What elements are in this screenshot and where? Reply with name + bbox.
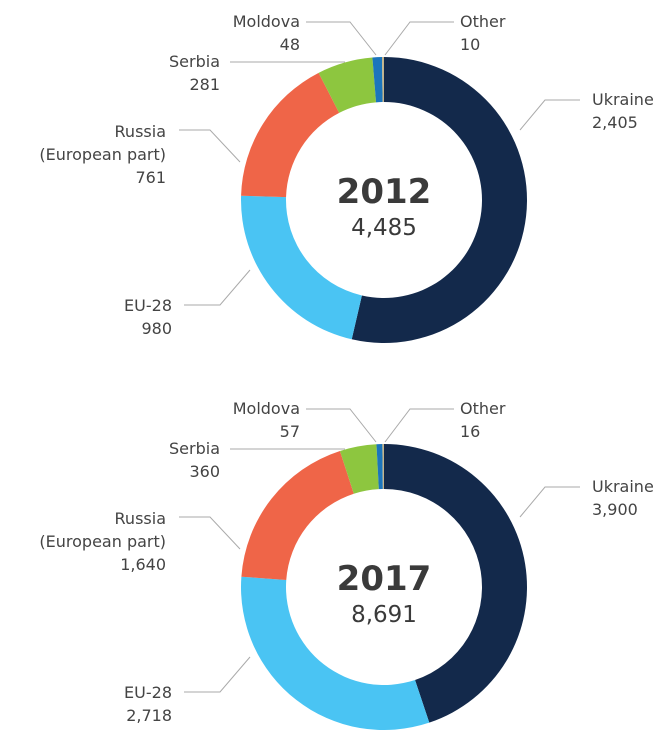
category-label: EU-28 — [124, 296, 172, 315]
center-total: 8,691 — [351, 602, 417, 628]
slice-label: Moldova 48 — [233, 10, 300, 56]
donut-slice — [351, 57, 528, 343]
category-label: Ukraine — [592, 477, 654, 496]
leader-line — [179, 516, 241, 550]
donut-slice — [376, 444, 383, 490]
slice-label: Russia (European part) 761 — [39, 120, 166, 189]
category-label: Ukraine — [592, 90, 654, 109]
donut-slice — [384, 444, 528, 723]
slice-label: Serbia 281 — [169, 50, 220, 96]
center-title: 2012 — [336, 172, 432, 212]
slice-label: EU-28 2,718 — [124, 681, 172, 727]
category-label: EU-28 — [124, 683, 172, 702]
donut-slice — [382, 444, 384, 490]
donut-slice — [381, 57, 384, 103]
category-label: Moldova — [232, 399, 300, 418]
category-label: Russia (European part) — [39, 122, 166, 164]
donut-slice — [241, 450, 354, 580]
center-title: 2017 — [336, 559, 432, 599]
donut-slice — [318, 57, 377, 113]
slice-label: Russia (European part) 1,640 — [39, 507, 166, 576]
slice-label: Ukraine 3,900 — [592, 475, 654, 521]
center-total: 4,485 — [351, 215, 417, 241]
slice-label: Moldova 57 — [233, 397, 300, 443]
category-label: Other — [460, 399, 506, 418]
leader-line — [184, 656, 251, 693]
category-label: Serbia — [169, 439, 220, 458]
value-label: 10 — [460, 35, 481, 54]
donut-slice — [240, 195, 362, 340]
donut-slice — [241, 576, 430, 730]
slice-label: Serbia 360 — [169, 437, 220, 483]
leader-line — [384, 21, 454, 56]
leader-line — [306, 21, 377, 56]
category-label: Russia (European part) — [39, 509, 166, 551]
value-label: 16 — [460, 422, 481, 441]
value-label: 980 — [141, 319, 172, 338]
value-label: 57 — [279, 422, 300, 441]
slice-label: Other 10 — [460, 10, 505, 56]
leader-line — [519, 99, 580, 131]
leader-line — [184, 269, 251, 306]
leader-line — [519, 486, 580, 518]
category-label: Moldova — [232, 12, 300, 31]
value-label: 2,405 — [592, 113, 638, 132]
donut-slice — [241, 72, 340, 198]
value-label: 360 — [189, 462, 220, 481]
value-label: 3,900 — [592, 500, 638, 519]
slice-label: Other 16 — [460, 397, 505, 443]
slice-label: Ukraine 2,405 — [592, 88, 654, 134]
category-label: Other — [460, 12, 506, 31]
category-label: Serbia — [169, 52, 220, 71]
slice-label: EU-28 980 — [124, 294, 172, 340]
value-label: 761 — [135, 168, 166, 187]
leader-line — [306, 408, 377, 443]
value-label: 1,640 — [120, 555, 166, 574]
value-label: 2,718 — [126, 706, 172, 725]
leader-line — [179, 129, 241, 163]
leader-line — [384, 408, 454, 443]
donut-slice — [372, 57, 383, 103]
value-label: 281 — [189, 75, 220, 94]
donut-slice — [339, 444, 379, 494]
value-label: 48 — [279, 35, 300, 54]
